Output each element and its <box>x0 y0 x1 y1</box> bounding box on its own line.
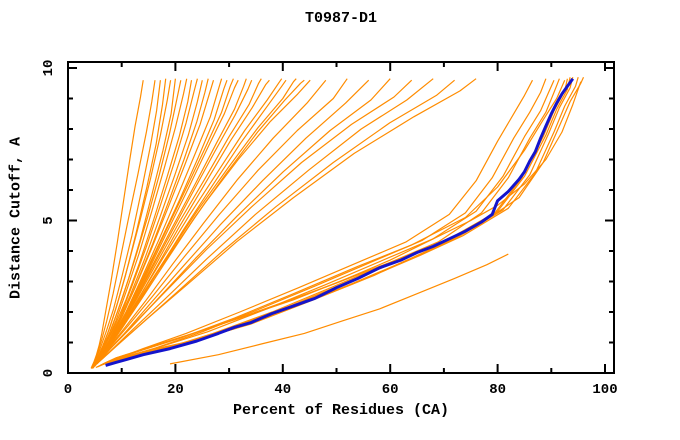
model-curve <box>110 77 571 363</box>
model-curve <box>97 78 477 364</box>
x-tick-label: 40 <box>274 382 291 398</box>
y-axis-label: Distance Cutoff, A <box>7 136 25 300</box>
model-curve <box>91 80 161 368</box>
y-tick-label: 10 <box>41 60 57 77</box>
x-tick-label: 0 <box>64 382 72 398</box>
model-curves <box>90 76 585 370</box>
model-curve <box>98 79 311 362</box>
y-tick-label: 5 <box>41 216 57 224</box>
model-curve <box>118 76 585 360</box>
x-tick-label: 60 <box>382 382 399 398</box>
model-curve <box>105 78 560 365</box>
model-curve <box>91 80 193 369</box>
model-curve <box>94 79 455 366</box>
chart-title: T0987-D1 <box>304 10 377 27</box>
model-curve <box>96 79 413 365</box>
model-curve <box>99 81 582 366</box>
model-curve <box>169 253 509 365</box>
model-curve <box>97 79 534 368</box>
plot-frame <box>67 61 615 374</box>
model-curve <box>95 78 348 365</box>
x-tick-label: 100 <box>592 382 617 398</box>
x-tick-label: 20 <box>167 382 184 398</box>
model-curve <box>93 80 182 368</box>
x-tick-label: 80 <box>489 382 506 398</box>
reference-curve <box>105 77 575 367</box>
model-curve <box>94 79 305 366</box>
model-curve <box>113 77 574 362</box>
model-curve <box>116 77 579 362</box>
model-curve <box>102 79 555 366</box>
model-curve <box>91 80 156 368</box>
axis-ticks <box>67 62 614 374</box>
y-tick-label: 0 <box>41 369 57 377</box>
model-curve <box>93 79 327 368</box>
x-axis-label: Percent of Residues (CA) <box>232 402 450 419</box>
tick-labels: 0 20 40 60 80 100 0 5 10 <box>41 60 618 398</box>
model-curve <box>92 78 434 368</box>
model-curve <box>92 80 172 367</box>
